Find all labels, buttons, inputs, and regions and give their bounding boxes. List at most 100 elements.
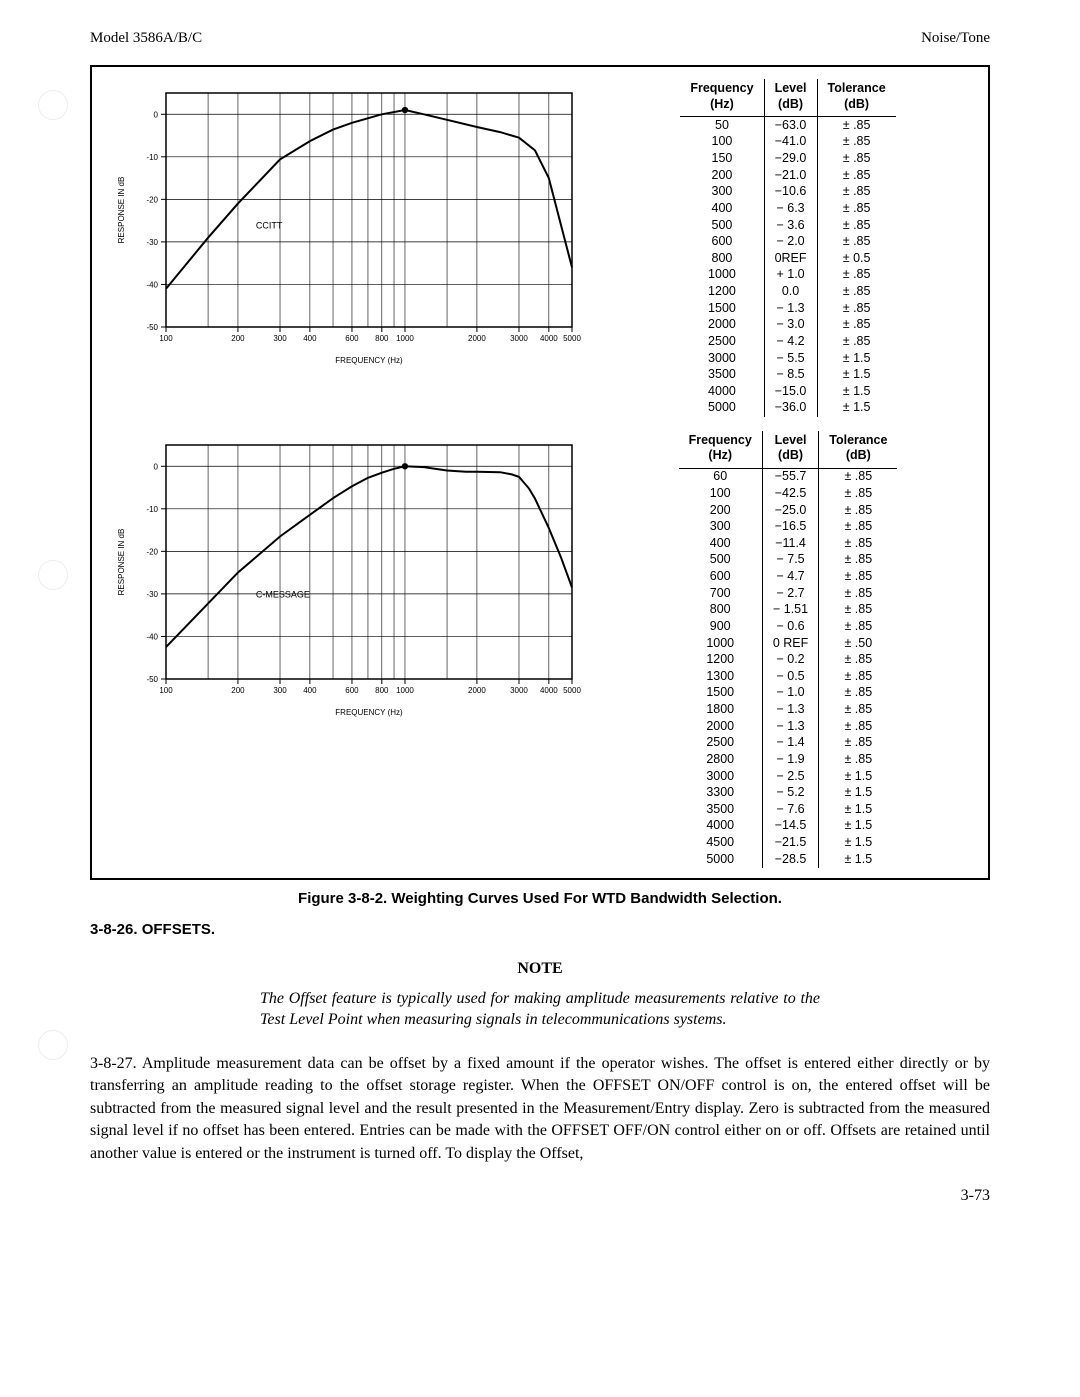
table-row: 700− 2.7± .85 [679,585,898,602]
svg-text:600: 600 [345,686,359,695]
page-number: 3-73 [90,1187,990,1205]
section-heading: 3-8-26. OFFSETS. [90,921,990,938]
figure-box: -50-40-30-20-100100200300400600800100020… [90,65,990,880]
para-text: Amplitude measurement data can be offset… [90,1055,990,1162]
table-row: 12000.0± .85 [680,284,895,301]
svg-text:RESPONSE IN dB: RESPONSE IN dB [117,528,126,595]
table-row: 200−21.0± .85 [680,167,895,184]
table-row: 2500− 4.2± .85 [680,333,895,350]
table-row: 3000− 5.5± 1.5 [680,350,895,367]
svg-text:-20: -20 [146,195,158,204]
table-row: 5000−36.0± 1.5 [680,400,895,417]
table-row: 2000− 1.3± .85 [679,718,898,735]
table-row: 4500−21.5± 1.5 [679,835,898,852]
table-cmessage-wrap: Frequency(Hz) Level(dB) Tolerance(dB) 60… [602,431,974,868]
table-ccitt-wrap: Frequency(Hz) Level(dB) Tolerance(dB) 50… [602,79,974,417]
figure-row-2: -50-40-30-20-100100200300400600800100020… [106,431,974,868]
table-row: 4000−15.0± 1.5 [680,383,895,400]
svg-text:200: 200 [231,686,245,695]
header-left: Model 3586A/B/C [90,30,202,47]
body-paragraph: 3-8-27. Amplitude measurement data can b… [90,1053,990,1165]
svg-text:-40: -40 [146,280,158,289]
binding-hole-icon [38,560,68,590]
svg-text:-50: -50 [146,323,158,332]
col-level: Level(dB) [764,79,817,117]
table-row: 500− 7.5± .85 [679,552,898,569]
table-row: 1500− 1.3± .85 [680,300,895,317]
table-row: 400−11.4± .85 [679,535,898,552]
header-right: Noise/Tone [921,30,990,47]
table-row: 1300− 0.5± .85 [679,668,898,685]
table-row: 5000−28.5± 1.5 [679,851,898,868]
table-cmessage: Frequency(Hz) Level(dB) Tolerance(dB) 60… [679,431,898,868]
binding-hole-icon [38,1030,68,1060]
figure-row-1: -50-40-30-20-100100200300400600800100020… [106,79,974,417]
svg-text:1000: 1000 [396,334,414,343]
table-row: 100−41.0± .85 [680,134,895,151]
table-row: 1500− 1.0± .85 [679,685,898,702]
table-ccitt: Frequency(Hz) Level(dB) Tolerance(dB) 50… [680,79,895,417]
table-row: 400− 6.3± .85 [680,200,895,217]
table-row: 150−29.0± .85 [680,151,895,168]
col-level: Level(dB) [762,431,818,469]
table-row: 200−25.0± .85 [679,502,898,519]
svg-text:FREQUENCY (Hz): FREQUENCY (Hz) [335,356,403,365]
table-row: 3000− 2.5± 1.5 [679,768,898,785]
svg-text:400: 400 [303,686,317,695]
svg-text:800: 800 [375,686,389,695]
table-row: 10000 REF± .50 [679,635,898,652]
svg-text:600: 600 [345,334,359,343]
col-freq: Frequency(Hz) [679,431,763,469]
table-row: 4000−14.5± 1.5 [679,818,898,835]
table-row: 600− 4.7± .85 [679,569,898,586]
svg-text:300: 300 [273,686,287,695]
table-row: 8000REF± 0.5 [680,250,895,267]
svg-text:4000: 4000 [540,334,558,343]
svg-text:C-MESSAGE: C-MESSAGE [256,589,310,599]
chart-ccitt: -50-40-30-20-100100200300400600800100020… [106,79,586,369]
svg-text:0: 0 [154,110,159,119]
table-row: 2500− 1.4± .85 [679,735,898,752]
note-label: NOTE [90,960,990,978]
svg-text:-10: -10 [146,504,158,513]
table-row: 300−10.6± .85 [680,184,895,201]
svg-text:100: 100 [159,334,173,343]
para-number: 3-8-27. [90,1055,137,1072]
svg-text:FREQUENCY (Hz): FREQUENCY (Hz) [335,708,403,717]
table-row: 500− 3.6± .85 [680,217,895,234]
table-row: 3500− 8.5± 1.5 [680,367,895,384]
table-row: 1800− 1.3± .85 [679,702,898,719]
svg-text:800: 800 [375,334,389,343]
table-row: 60−55.7± .85 [679,468,898,485]
col-tol: Tolerance(dB) [819,431,898,469]
table-row: 300−16.5± .85 [679,519,898,536]
svg-text:-10: -10 [146,153,158,162]
section-number: 3-8-26. [90,921,138,938]
svg-text:3000: 3000 [510,686,528,695]
svg-text:5000: 5000 [563,686,581,695]
chart-ccitt-svg: -50-40-30-20-100100200300400600800100020… [106,79,586,369]
table-row: 50−63.0± .85 [680,117,895,134]
table-row: 3300− 5.2± 1.5 [679,785,898,802]
svg-text:RESPONSE IN dB: RESPONSE IN dB [117,177,126,244]
svg-text:4000: 4000 [540,686,558,695]
svg-text:1000: 1000 [396,686,414,695]
table-row: 600− 2.0± .85 [680,234,895,251]
svg-text:300: 300 [273,334,287,343]
svg-text:-20: -20 [146,547,158,556]
chart-cmessage: -50-40-30-20-100100200300400600800100020… [106,431,586,721]
svg-text:-40: -40 [146,632,158,641]
svg-text:-30: -30 [146,589,158,598]
svg-text:100: 100 [159,686,173,695]
chart-cmessage-svg: -50-40-30-20-100100200300400600800100020… [106,431,586,721]
col-tol: Tolerance(dB) [817,79,896,117]
page-header: Model 3586A/B/C Noise/Tone [90,30,990,47]
svg-text:200: 200 [231,334,245,343]
svg-text:2000: 2000 [468,686,486,695]
svg-text:400: 400 [303,334,317,343]
svg-text:3000: 3000 [510,334,528,343]
table-row: 900− 0.6± .85 [679,618,898,635]
svg-text:CCITT: CCITT [256,221,283,231]
binding-hole-icon [38,90,68,120]
svg-text:0: 0 [154,462,159,471]
